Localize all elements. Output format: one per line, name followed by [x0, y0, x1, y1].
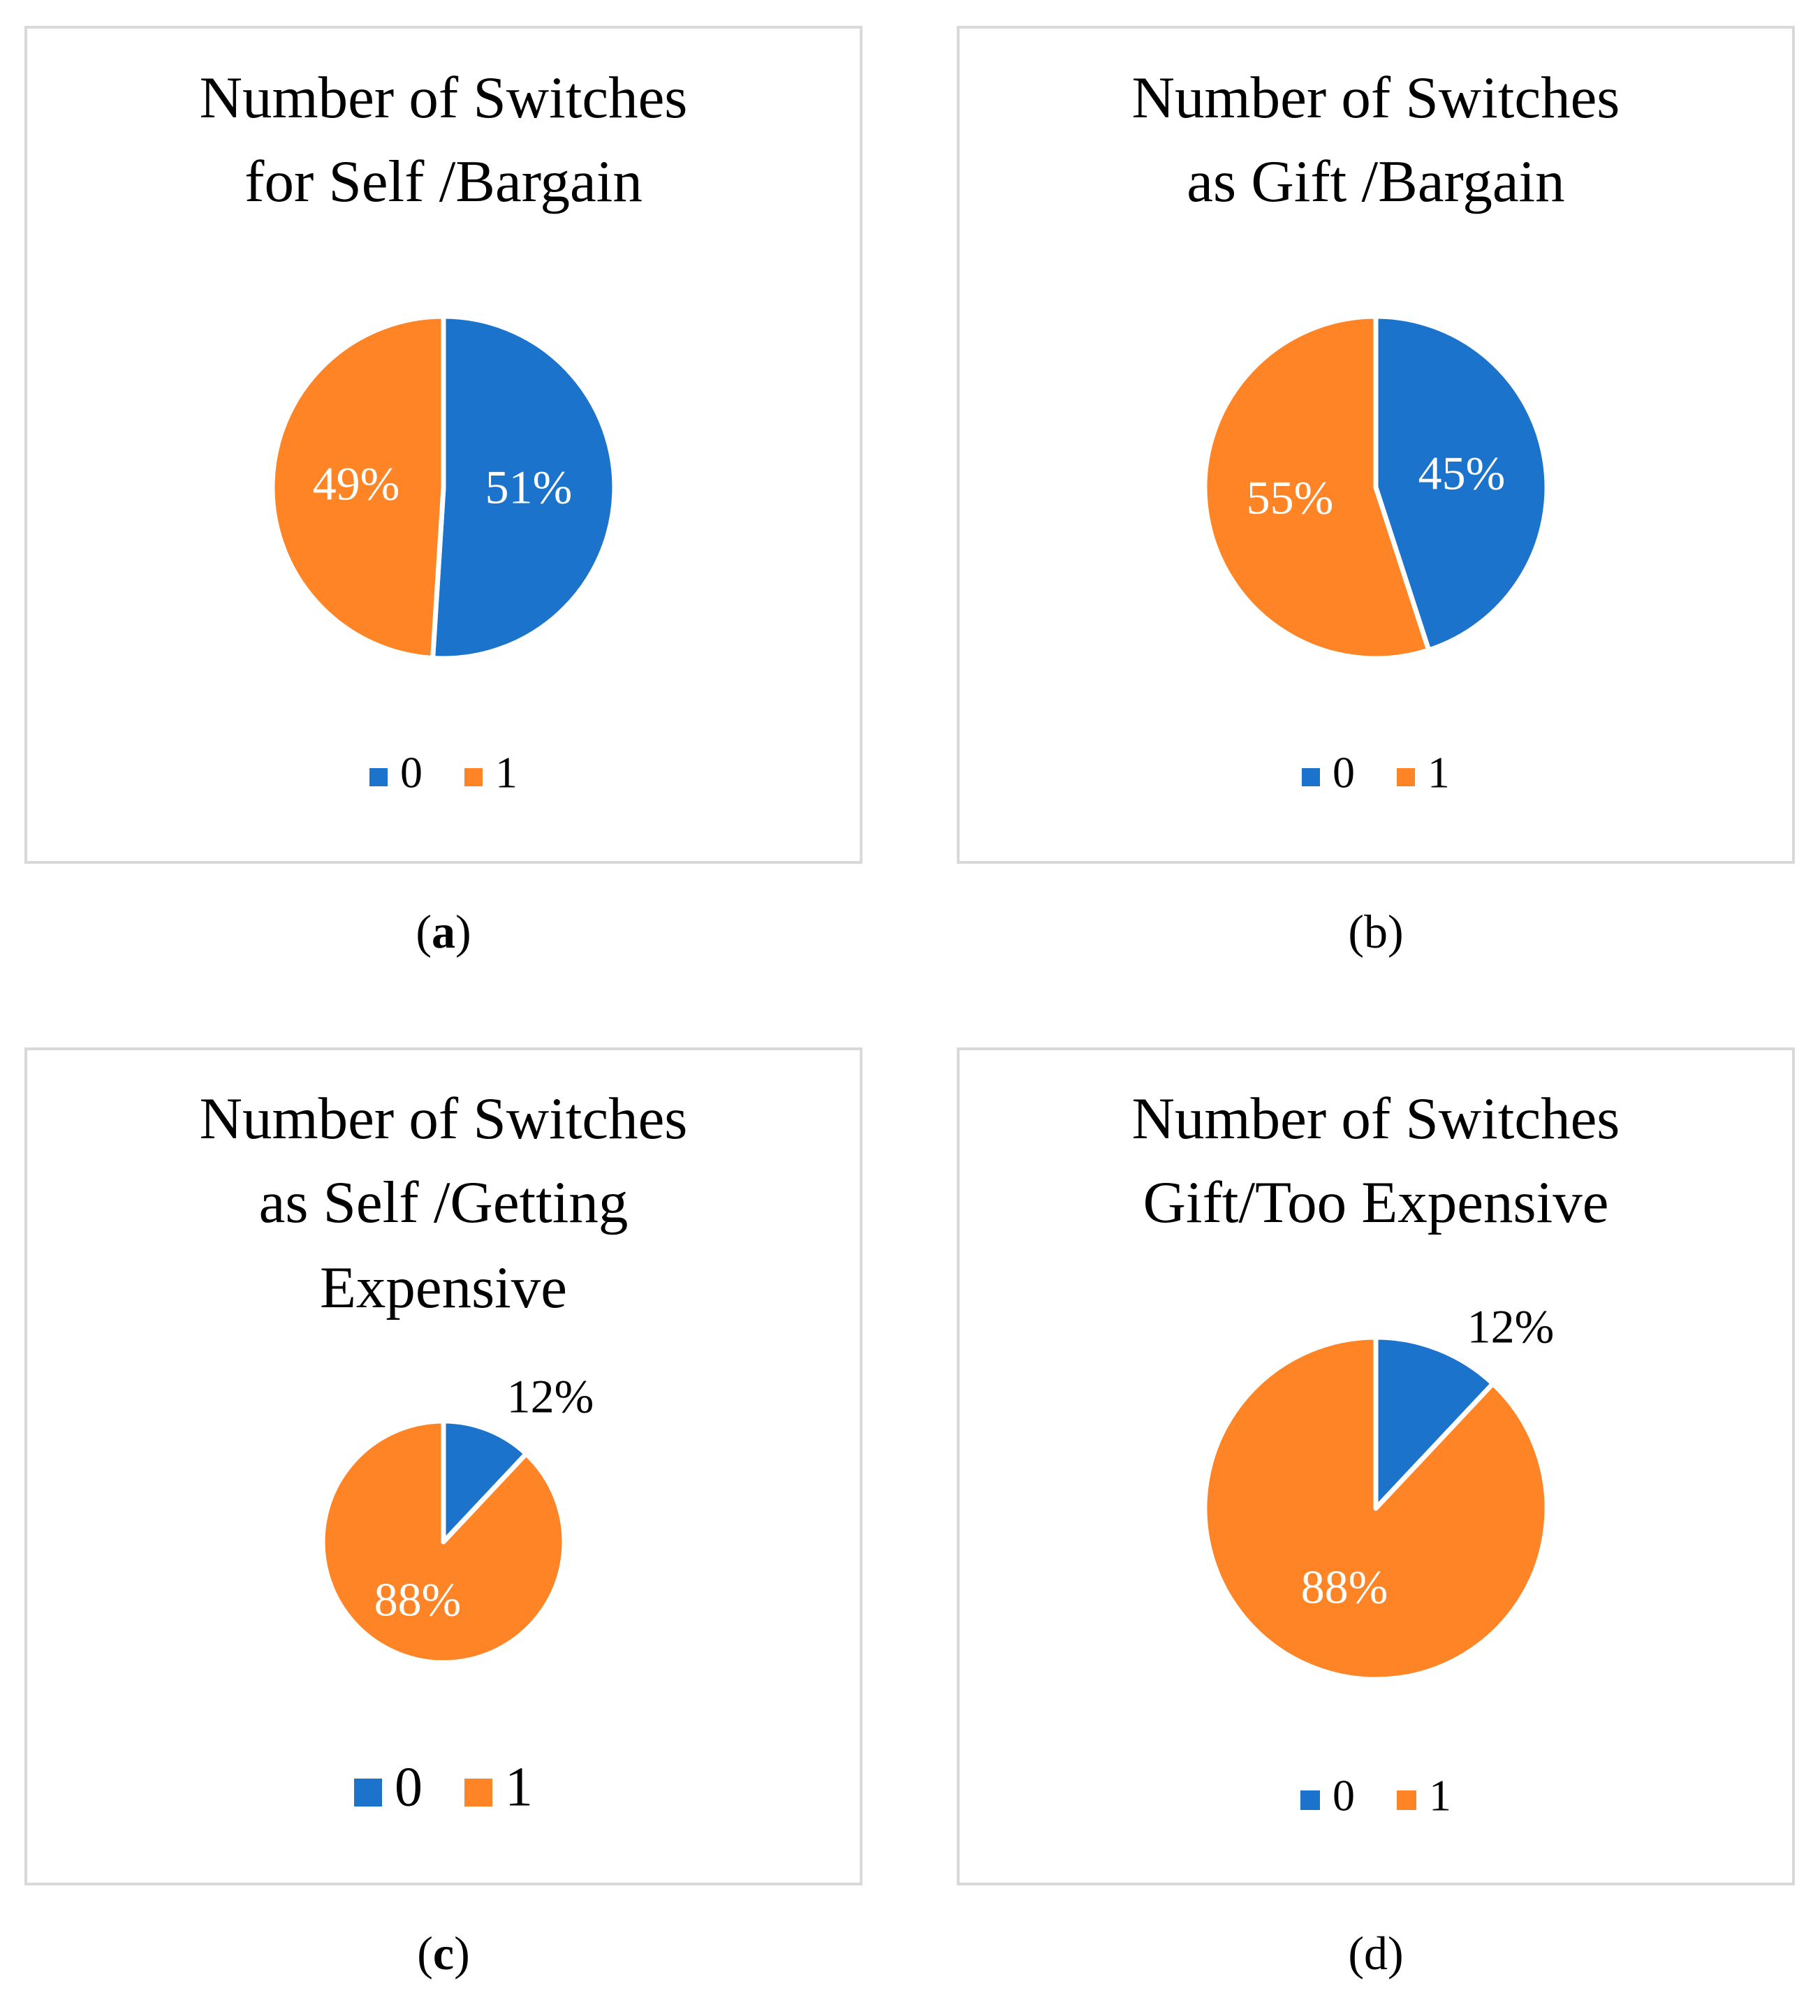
legend-label-0: 0: [1333, 1771, 1355, 1820]
chart-title-line: for Self /Bargain: [244, 149, 643, 214]
legend-swatch-0: [354, 1779, 382, 1807]
chart-title-line: Gift/Too Expensive: [1143, 1170, 1609, 1235]
data-label-1: 49%: [313, 457, 400, 510]
data-label-0: 45%: [1418, 447, 1506, 500]
data-label-1: 55%: [1247, 471, 1334, 524]
legend-swatch-0: [1302, 768, 1320, 786]
legend-swatch-1: [464, 1779, 492, 1807]
pie-slice-0: [430, 314, 617, 661]
pie-slice-1: [1202, 314, 1432, 661]
pie-chart-c: Number of Switches as Self /Getting Expens…: [24, 1047, 863, 1980]
chart-title-line: Number of Switches: [200, 1086, 688, 1152]
pie-chart-d: Number of Switches Gift/Too Expensive 12% 8…: [957, 1047, 1795, 1980]
pie-slice-0: [1373, 1334, 1496, 1511]
legend-swatch-0: [369, 768, 388, 786]
legend-swatch-1: [464, 768, 483, 786]
panel-caption: (a): [416, 905, 471, 958]
pie-slice-1: [320, 1418, 567, 1665]
data-label-1: 88%: [374, 1573, 462, 1626]
chart-title-line: Number of Switches: [1132, 65, 1620, 131]
legend-swatch-0: [1300, 1790, 1320, 1810]
legend-label-0: 0: [1333, 748, 1355, 797]
data-label-0: 12%: [1467, 1300, 1555, 1353]
chart-title-line: Number of Switches: [1132, 1086, 1620, 1152]
pie-slice-1: [1202, 1334, 1550, 1682]
legend-label-0: 0: [400, 748, 423, 797]
data-label-0: 12%: [507, 1370, 594, 1423]
legend-label-1: 1: [495, 748, 518, 797]
pie-slice-0: [1373, 314, 1550, 653]
pie-slice-0: [441, 1418, 529, 1545]
legend-swatch-1: [1397, 1790, 1416, 1810]
legend-label-1: 1: [505, 1756, 533, 1818]
legend-label-1: 1: [1428, 748, 1450, 797]
legend-label-0: 0: [395, 1756, 423, 1818]
panel-caption: (c): [417, 1927, 470, 1980]
chart-title-line: as Gift /Bargain: [1187, 149, 1564, 214]
chart-title-line: Expensive: [320, 1255, 567, 1320]
chart-title-line: Number of Switches: [200, 65, 688, 131]
panel-caption: (d): [1348, 1927, 1403, 1980]
pie-chart-a: Number of Switches for Self /Bargain 51% 49…: [24, 26, 863, 958]
data-label-0: 51%: [485, 461, 573, 514]
panel-caption: (b): [1348, 905, 1403, 958]
legend-label-1: 1: [1429, 1771, 1451, 1820]
legend-swatch-1: [1397, 768, 1415, 786]
pie-chart-b: Number of Switches as Gift /Bargain 45% 55%…: [957, 26, 1795, 958]
data-label-1: 88%: [1301, 1561, 1388, 1614]
pie-slice-1: [270, 314, 446, 661]
chart-title-line: as Self /Getting: [259, 1170, 629, 1235]
